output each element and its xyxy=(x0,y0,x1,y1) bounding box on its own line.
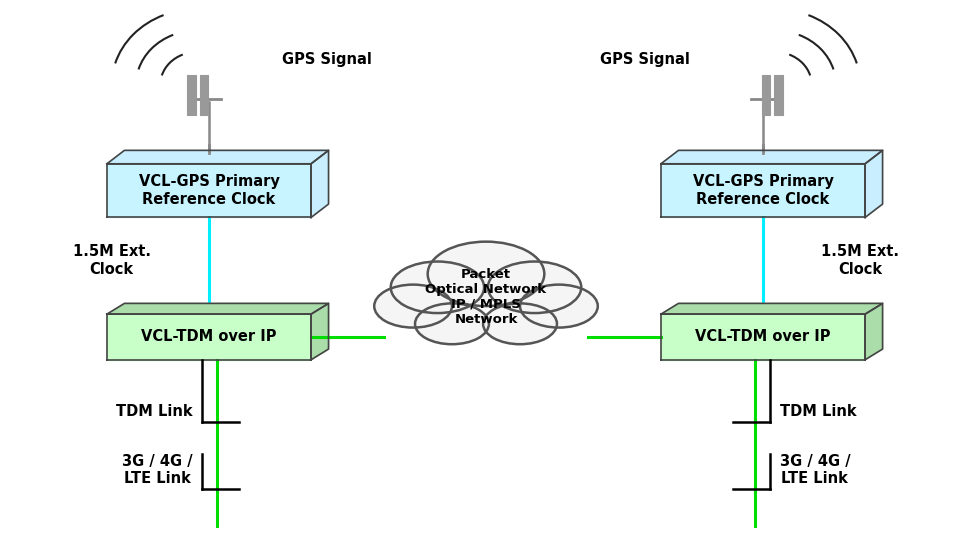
Polygon shape xyxy=(107,314,311,360)
Polygon shape xyxy=(661,150,883,164)
Bar xyxy=(200,75,208,115)
Text: 1.5M Ext.
Clock: 1.5M Ext. Clock xyxy=(73,244,151,277)
Text: GPS Signal: GPS Signal xyxy=(282,52,371,67)
Polygon shape xyxy=(661,303,883,314)
Circle shape xyxy=(428,242,544,306)
Polygon shape xyxy=(865,303,883,360)
Text: VCL-GPS Primary
Reference Clock: VCL-GPS Primary Reference Clock xyxy=(139,175,279,207)
Circle shape xyxy=(374,285,452,328)
Text: Packet
Optical Network
IP / MPLS
Network: Packet Optical Network IP / MPLS Network xyxy=(426,268,546,326)
Circle shape xyxy=(488,262,581,313)
Text: 3G / 4G /
LTE Link: 3G / 4G / LTE Link xyxy=(780,454,850,486)
Circle shape xyxy=(391,262,484,313)
Polygon shape xyxy=(107,164,311,217)
Bar xyxy=(762,75,771,115)
Text: VCL-TDM over IP: VCL-TDM over IP xyxy=(141,330,277,344)
Polygon shape xyxy=(865,150,883,217)
Text: 3G / 4G /
LTE Link: 3G / 4G / LTE Link xyxy=(122,454,192,486)
Text: TDM Link: TDM Link xyxy=(780,404,856,419)
Circle shape xyxy=(483,303,557,344)
Polygon shape xyxy=(311,303,329,360)
Polygon shape xyxy=(107,303,329,314)
Polygon shape xyxy=(661,164,865,217)
Text: VCL-TDM over IP: VCL-TDM over IP xyxy=(695,330,831,344)
Bar xyxy=(187,75,196,115)
Polygon shape xyxy=(661,314,865,360)
Text: GPS Signal: GPS Signal xyxy=(601,52,690,67)
Circle shape xyxy=(415,303,489,344)
Text: VCL-GPS Primary
Reference Clock: VCL-GPS Primary Reference Clock xyxy=(693,175,833,207)
Text: 1.5M Ext.
Clock: 1.5M Ext. Clock xyxy=(821,244,899,277)
Text: TDM Link: TDM Link xyxy=(116,404,192,419)
Polygon shape xyxy=(311,150,329,217)
Circle shape xyxy=(520,285,598,328)
Polygon shape xyxy=(107,150,329,164)
Bar xyxy=(775,75,783,115)
